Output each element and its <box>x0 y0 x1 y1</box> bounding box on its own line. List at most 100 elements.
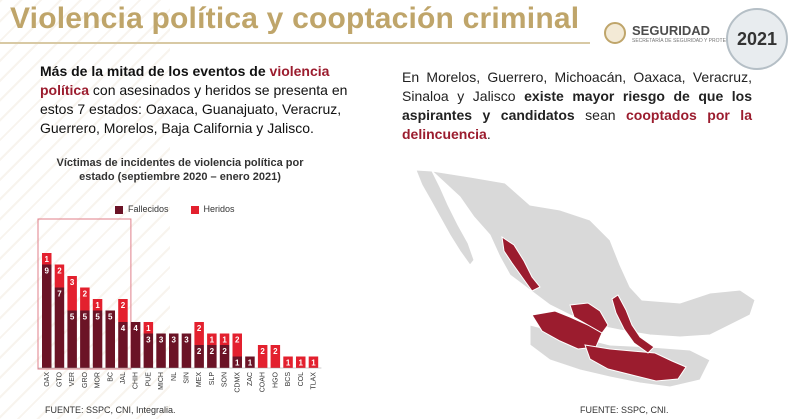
data-label-heridos-col: 1 <box>299 358 304 367</box>
right-mid-text: sean <box>585 107 616 123</box>
legend-swatch-fallecidos <box>115 205 123 214</box>
data-label-heridos-pue: 1 <box>146 324 151 333</box>
tick-label-bc: BC <box>107 372 114 382</box>
logo-text: SEGURIDAD <box>632 22 711 38</box>
tick-label-pue: PUE <box>145 372 152 387</box>
bar-fallecidos-mor <box>92 310 103 368</box>
data-label-heridos-gro: 2 <box>83 290 88 299</box>
sinaloa-shape <box>501 235 541 292</box>
bar-fallecidos-gro <box>80 310 90 368</box>
bar-fallecidos-mich <box>156 333 166 368</box>
tick-label-mex: MEX <box>196 372 203 388</box>
tick-label-cdmx: CDMX <box>234 372 241 393</box>
bar-fallecidos-jal <box>118 322 128 368</box>
seal-icon <box>604 22 626 44</box>
bar-heridos-pue <box>143 322 154 334</box>
bar-heridos-hgo <box>270 345 281 368</box>
data-label-fallecidos-pue: 3 <box>146 336 151 345</box>
right-start-text: En Morelos, Guerrero, Michoacán, Oaxaca,… <box>402 69 752 104</box>
footer-right: FUENTE: SSPC, CNI. <box>580 405 669 415</box>
tick-label-tlax: TLAX <box>310 372 317 390</box>
tick-label-zac: ZAC <box>247 372 254 386</box>
data-label-fallecidos-zac: 1 <box>248 358 253 367</box>
bar-heridos-ver <box>67 276 77 311</box>
veracruz-shape <box>611 294 655 354</box>
data-label-heridos-coah: 2 <box>260 347 265 356</box>
bar-fallecidos-gto <box>54 287 65 368</box>
bar-heridos-oax <box>42 253 52 265</box>
data-label-heridos-oax: 1 <box>45 255 50 264</box>
data-label-fallecidos-ver: 5 <box>70 313 75 322</box>
tick-label-bcs: BCS <box>285 372 292 387</box>
tick-label-mor: MOR <box>95 372 102 388</box>
bar-heridos-tlax <box>308 356 319 368</box>
bar-fallecidos-chih <box>130 322 141 368</box>
tick-label-mich: MICH <box>158 372 165 390</box>
data-label-fallecidos-mor: 5 <box>95 313 100 322</box>
tick-label-oax: OAX <box>44 372 51 387</box>
data-label-fallecidos-son: 2 <box>222 347 227 356</box>
left-summary: Más de la mitad de los eventos de violen… <box>40 62 370 138</box>
bar-heridos-bcs <box>283 356 293 368</box>
footer-left: FUENTE: SSPC, CNI, Integralia. <box>45 405 176 415</box>
bar-heridos-jal <box>118 299 128 322</box>
bar-heridos-gro <box>80 287 90 311</box>
tick-label-ver: VER <box>69 372 76 386</box>
data-label-fallecidos-gro: 5 <box>83 313 88 322</box>
tick-label-gto: GTO <box>56 371 63 387</box>
left-rest-text: con asesinados y heridos se presenta en … <box>40 82 348 136</box>
bar-fallecidos-son <box>219 345 230 368</box>
bar-heridos-cdmx <box>232 333 242 357</box>
data-label-fallecidos-gto: 7 <box>57 290 62 299</box>
mexico-map <box>415 169 756 388</box>
legend-swatch-heridos <box>190 205 199 214</box>
legend-item-heridos: Heridos <box>190 204 235 214</box>
data-label-heridos-bcs: 1 <box>286 358 291 367</box>
data-label-fallecidos-cdmx: 1 <box>235 358 240 367</box>
tick-label-coah: COAH <box>260 372 267 392</box>
data-label-fallecidos-nl: 3 <box>172 336 177 345</box>
map-highlighted-states <box>501 235 687 382</box>
data-label-fallecidos-oax: 9 <box>45 267 50 276</box>
right-bold-text: existe mayor riesgo de que los aspirante… <box>402 88 753 123</box>
data-label-fallecidos-slp: 2 <box>210 347 215 356</box>
data-label-heridos-son: 1 <box>222 335 227 344</box>
data-label-fallecidos-mex: 2 <box>197 347 202 356</box>
page-title: Violencia política y cooptación criminal <box>10 2 580 35</box>
bar-heridos-mex <box>194 322 204 345</box>
right-red-text: cooptados por la delincuencia <box>402 107 752 142</box>
data-label-heridos-ver: 3 <box>70 278 75 287</box>
map-base <box>415 169 756 388</box>
title-underline <box>0 42 590 44</box>
data-label-fallecidos-chih: 4 <box>133 324 138 333</box>
chart-title: Víctimas de incidentes de violencia polí… <box>56 157 304 183</box>
baja-california-shape <box>415 169 475 266</box>
bar-fallecidos-oax <box>42 264 52 368</box>
data-label-heridos-mex: 2 <box>197 324 202 333</box>
legend-label-fallecidos: Fallecidos <box>128 204 169 214</box>
bar-fallecidos-cdmx <box>232 356 242 368</box>
data-label-heridos-hgo: 2 <box>273 347 278 356</box>
bar-heridos-coah <box>257 345 268 368</box>
bar-fallecidos-ver <box>67 310 77 368</box>
bar-heridos-gto <box>54 264 65 288</box>
data-label-heridos-slp: 1 <box>210 335 215 344</box>
tick-label-slp: SLP <box>209 372 216 386</box>
top-states-highlight-frame <box>37 218 132 370</box>
data-label-heridos-tlax: 1 <box>311 358 316 367</box>
guanajuato-morelos-shape <box>569 302 609 334</box>
data-label-heridos-mor: 1 <box>95 301 100 310</box>
tick-label-gro: GRO <box>82 371 89 388</box>
tick-label-hgo: HGO <box>272 371 279 388</box>
tick-label-jal: JAL <box>120 372 127 384</box>
bar-heridos-slp <box>207 333 217 345</box>
right-summary: En Morelos, Guerrero, Michoacán, Oaxaca,… <box>402 68 752 144</box>
bar-heridos-col <box>296 356 306 368</box>
data-label-heridos-cdmx: 2 <box>235 336 240 345</box>
data-label-heridos-gto: 2 <box>57 267 62 276</box>
data-label-heridos-jal: 2 <box>121 301 126 310</box>
tick-label-son: SON <box>222 372 229 387</box>
tick-label-col: COL <box>298 372 305 387</box>
bar-heridos-mor <box>92 299 103 311</box>
